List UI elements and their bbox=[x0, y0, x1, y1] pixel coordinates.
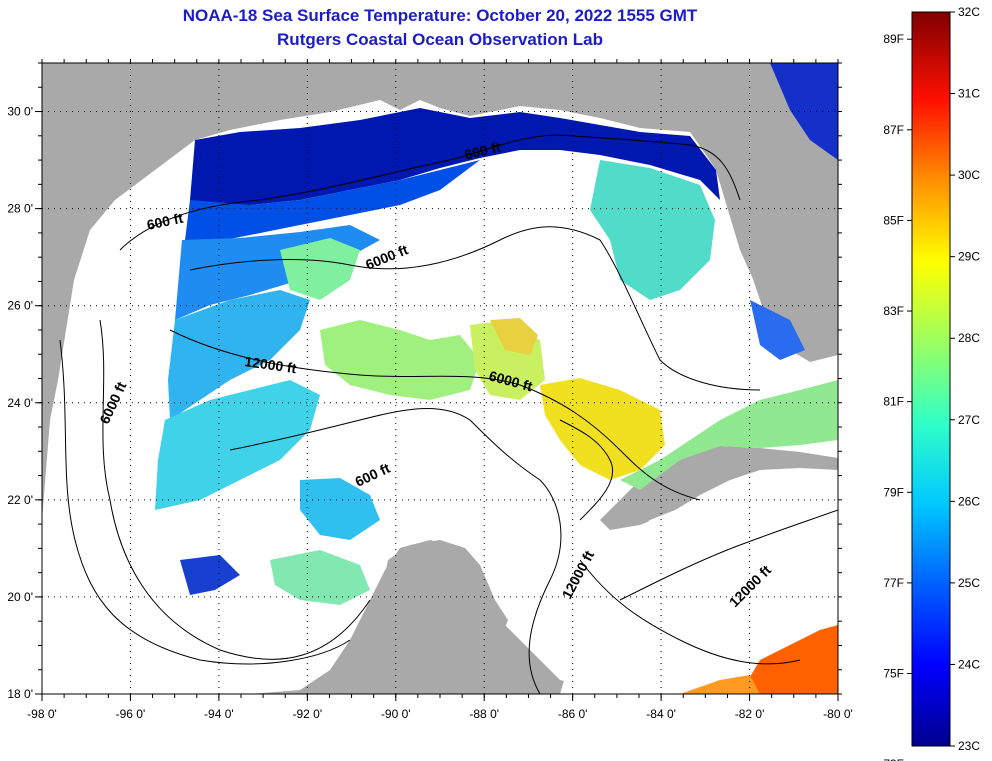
colorbar-celsius-scale: 32C 31C 30C 29C 28C 27C 26C 25C 24C 23C bbox=[950, 5, 980, 753]
colorbar-fahrenheit-scale: 89F 87F 85F 83F 81F 79F 77F 75F 73F bbox=[883, 32, 912, 761]
colorbar-celsius-label: 30C bbox=[958, 168, 980, 182]
colorbar-celsius-label: 23C bbox=[958, 739, 980, 753]
latitude-tick-label: 26 0' bbox=[7, 299, 33, 313]
bathymetry-contours bbox=[59, 134, 838, 694]
axis-ticks bbox=[35, 59, 842, 701]
latitude-tick-label: 22 0' bbox=[7, 493, 33, 507]
yucatan-land bbox=[380, 540, 508, 670]
cuba-land bbox=[600, 446, 838, 530]
contour-label-600ft-west: 600 ft bbox=[145, 210, 184, 233]
colorbar-celsius-label: 25C bbox=[958, 576, 980, 590]
longitude-tick-label: -90 0' bbox=[381, 707, 411, 721]
longitude-tick-label: -86 0' bbox=[558, 707, 588, 721]
latitude-tick-label: 28 0' bbox=[7, 202, 33, 216]
caribbean-water bbox=[560, 475, 838, 694]
colorbar-fahrenheit-label: 87F bbox=[883, 123, 904, 137]
colorbar-celsius-label: 26C bbox=[958, 494, 980, 508]
colorbar-celsius-label: 32C bbox=[958, 5, 980, 19]
longitude-tick-label: -84 0' bbox=[646, 707, 676, 721]
colorbar-celsius-label: 27C bbox=[958, 413, 980, 427]
colorbar-fahrenheit-label: 85F bbox=[883, 213, 904, 227]
colorbar-celsius-label: 31C bbox=[958, 87, 980, 101]
longitude-tick-label: -92 0' bbox=[293, 707, 323, 721]
colorbar-celsius-label: 24C bbox=[958, 657, 980, 671]
colorbar-fahrenheit-label: 81F bbox=[883, 395, 904, 409]
colorbar bbox=[911, 11, 951, 747]
latitude-tick-label: 24 0' bbox=[7, 396, 33, 410]
latitude-tick-label: 30 0' bbox=[7, 105, 33, 119]
colorbar-fahrenheit-label: 89F bbox=[883, 32, 904, 46]
colorbar-fahrenheit-label: 75F bbox=[883, 667, 904, 681]
latitude-tick-label: 20 0' bbox=[7, 590, 33, 604]
longitude-tick-label: -98 0' bbox=[27, 707, 57, 721]
colorbar-fahrenheit-label: 83F bbox=[883, 304, 904, 318]
longitude-tick-label: -96 0' bbox=[116, 707, 146, 721]
colorbar-celsius-label: 28C bbox=[958, 331, 980, 345]
map-area: 600 ft 600 ft 600 ft 6000 ft 6000 ft 600… bbox=[42, 63, 838, 694]
longitude-tick-label: -88 0' bbox=[469, 707, 499, 721]
colorbar-fahrenheit-label: 73F bbox=[883, 757, 904, 761]
longitude-tick-label: -94 0' bbox=[204, 707, 234, 721]
map-subtitle: Rutgers Coastal Ocean Observation Lab bbox=[277, 30, 603, 49]
longitude-tick-label: -80 0' bbox=[823, 707, 853, 721]
map-title: NOAA-18 Sea Surface Temperature: October… bbox=[182, 6, 698, 25]
longitude-tick-label: -82 0' bbox=[735, 707, 765, 721]
colorbar-celsius-label: 29C bbox=[958, 250, 980, 264]
florida-land bbox=[690, 63, 838, 362]
colorbar-fahrenheit-label: 77F bbox=[883, 576, 904, 590]
contour-label-12000ft-central: 12000 ft bbox=[244, 353, 298, 376]
longitude-axis: -98 0' -96 0' -94 0' -92 0' -90 0' -88 0' -86 … bbox=[27, 707, 853, 721]
colorbar-fahrenheit-label: 79F bbox=[883, 485, 904, 499]
latitude-axis: 30 0' 28 0' 26 0' 24 0' 22 0' 20 0' 18 0' bbox=[7, 105, 33, 701]
latitude-tick-label: 18 0' bbox=[7, 687, 33, 701]
